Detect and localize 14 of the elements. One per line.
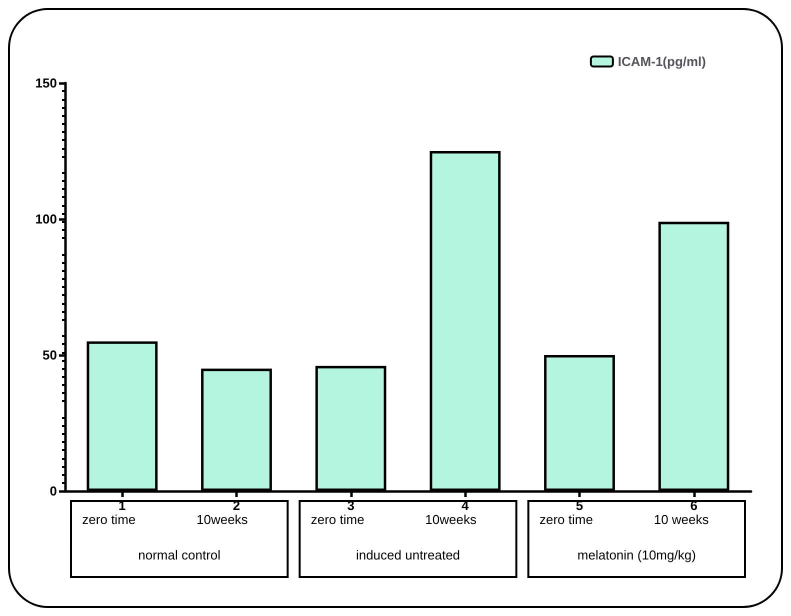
text: 10weeks xyxy=(425,512,477,527)
y-tick-label: 150 xyxy=(35,76,57,90)
text: induced untreated xyxy=(356,548,460,562)
y-tick-label: 50 xyxy=(42,348,57,362)
y-tick-label: 0 xyxy=(50,484,57,498)
text: 10 weeks xyxy=(654,512,710,527)
text: melatonin (10mg/kg) xyxy=(577,548,696,562)
text: zero time xyxy=(82,512,136,527)
text: zero time xyxy=(310,512,364,527)
y-tick-label: 100 xyxy=(35,212,57,226)
legend-label: ICAM-1(pg/ml) xyxy=(618,54,706,69)
text: 10weeks xyxy=(196,512,248,527)
text: normal control xyxy=(138,548,221,562)
text: zero time xyxy=(540,512,593,527)
